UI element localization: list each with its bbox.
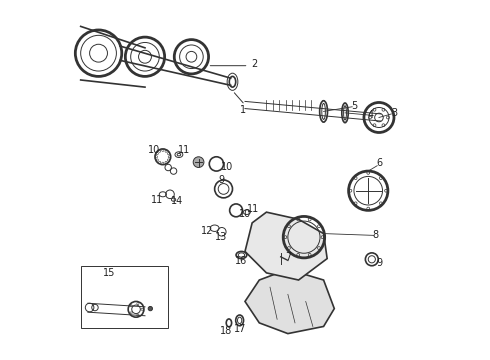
Text: 14: 14 (171, 197, 183, 206)
Text: 10: 10 (148, 145, 160, 155)
Text: 11: 11 (178, 145, 191, 155)
Text: 10: 10 (239, 209, 251, 219)
Circle shape (193, 157, 204, 167)
Text: 6: 6 (376, 158, 382, 168)
Text: 4: 4 (368, 110, 373, 120)
Text: 5: 5 (351, 101, 357, 111)
Circle shape (148, 306, 152, 311)
Text: 12: 12 (201, 226, 214, 236)
Text: 2: 2 (251, 59, 257, 69)
Text: 9: 9 (376, 258, 382, 268)
Text: 17: 17 (233, 324, 246, 334)
Polygon shape (245, 212, 327, 280)
Text: 11: 11 (247, 204, 259, 214)
Text: 15: 15 (103, 268, 116, 278)
Text: 13: 13 (215, 232, 227, 242)
Text: 3: 3 (391, 108, 397, 118)
Polygon shape (245, 269, 334, 334)
Text: 11: 11 (151, 195, 164, 204)
Text: 8: 8 (373, 230, 379, 240)
Text: 9: 9 (219, 175, 225, 185)
Text: 1: 1 (240, 105, 246, 115)
Text: 18: 18 (220, 326, 233, 336)
Text: 7: 7 (285, 252, 291, 262)
Text: 10: 10 (221, 162, 233, 172)
Text: 16: 16 (235, 256, 247, 266)
Bar (81, 266, 168, 328)
